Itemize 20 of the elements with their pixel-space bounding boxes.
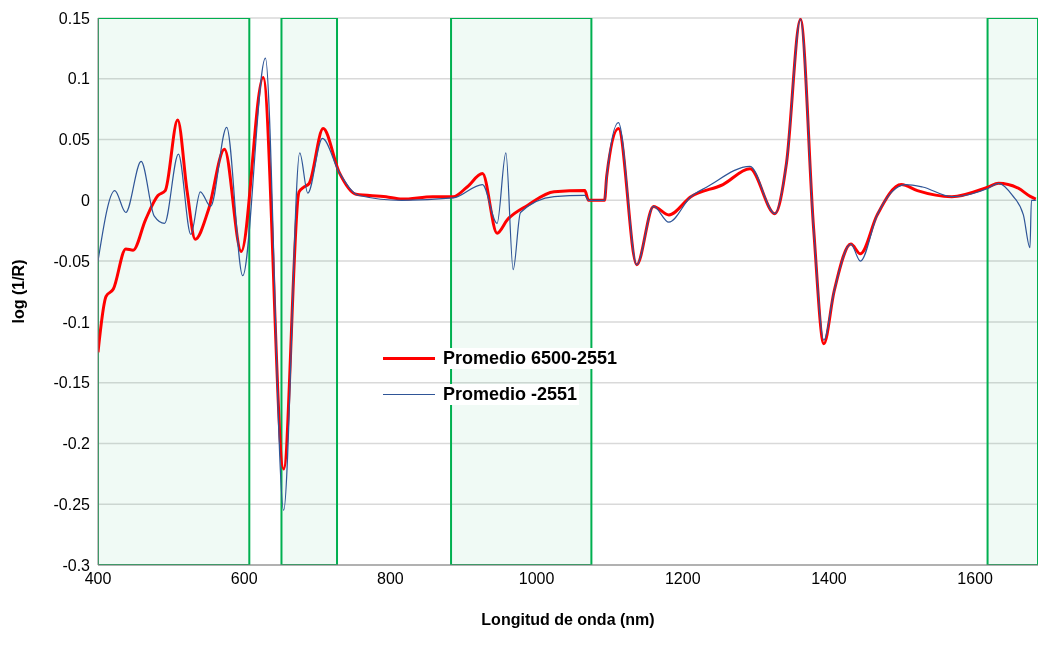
y-tick-label: -0.15 — [53, 374, 91, 392]
x-axis-title: Longitud de onda (nm) — [481, 611, 655, 628]
x-tick-label: 1400 — [811, 570, 847, 588]
y-axis-title: log (1/R) — [9, 259, 27, 324]
y-tick-label: 0.1 — [67, 70, 91, 88]
y-tick-label: 0 — [81, 192, 91, 210]
y-tick-label: -0.25 — [53, 495, 91, 513]
legend-label: Promedio -2551 — [441, 383, 580, 405]
y-tick-label: -0.2 — [62, 435, 91, 453]
x-tick-label: 1000 — [518, 570, 555, 588]
x-tick-label: 1600 — [957, 570, 994, 588]
y-tick-label: 0.05 — [58, 131, 91, 149]
legend-label: Promedio 6500-2551 — [441, 347, 620, 369]
x-tick-label: 800 — [377, 570, 404, 588]
y-tick-label: -0.1 — [62, 313, 91, 331]
x-tick-label: 600 — [230, 570, 258, 588]
x-tick-label: 1200 — [664, 570, 701, 588]
y-tick-label: -0.05 — [53, 252, 91, 270]
x-tick-label: 400 — [84, 570, 112, 588]
y-tick-label: 0.15 — [58, 9, 91, 27]
